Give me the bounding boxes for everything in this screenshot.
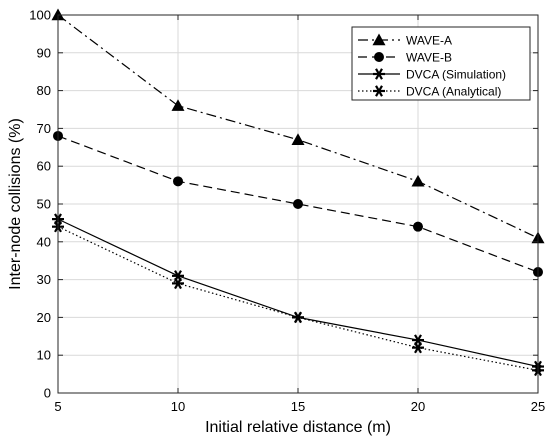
y-tick-label: 90: [37, 45, 51, 60]
y-tick-label: 0: [44, 386, 51, 401]
data-point: [292, 311, 304, 324]
legend-marker: [374, 52, 384, 62]
x-axis-label: Initial relative distance (m): [205, 419, 391, 436]
series-layer: [51, 8, 545, 377]
y-tick-label: 100: [29, 8, 51, 23]
legend-marker: [373, 68, 385, 80]
data-point: [171, 99, 185, 111]
y-axis-label: Inter-node collisions (%): [7, 118, 24, 290]
legend-marker: [373, 85, 385, 97]
x-tick-label: 10: [171, 399, 185, 414]
legend: WAVE-A WAVE-B DVCA (Simulation) DVCA (Analy…: [351, 26, 531, 101]
series-line: [57, 135, 539, 273]
data-point: [51, 8, 65, 21]
legend-label: WAVE-A: [406, 34, 452, 48]
x-tick-label: 20: [411, 399, 425, 414]
y-tick-label: 70: [37, 121, 51, 136]
legend-label: DVCA (Simulation): [406, 68, 506, 82]
y-tick-label: 50: [37, 197, 51, 212]
y-tick-label: 80: [37, 83, 51, 98]
x-tick-label: 15: [291, 399, 305, 414]
y-tick-label: 10: [37, 348, 51, 363]
x-tick-label: 5: [54, 399, 61, 414]
x-tick-label: 25: [531, 399, 545, 414]
legend-marker: [372, 33, 386, 46]
data-point: [173, 176, 183, 187]
data-point: [413, 221, 423, 232]
series-1: [53, 130, 543, 278]
data-point: [411, 174, 425, 187]
y-tick-label: 20: [37, 310, 51, 325]
data-point: [291, 133, 305, 145]
ticks: 5 10 15 20 25 0 10 20 30 40 50 60 70 80 90 100: [29, 8, 545, 415]
data-point: [293, 199, 303, 209]
data-point: [412, 341, 424, 354]
legend-label: DVCA (Analytical): [406, 85, 501, 99]
series-0: [51, 8, 545, 244]
data-point: [172, 277, 184, 290]
y-tick-label: 40: [37, 234, 51, 249]
y-tick-label: 30: [37, 272, 51, 287]
legend-label: WAVE-B: [406, 51, 452, 65]
y-tick-label: 60: [37, 159, 51, 174]
